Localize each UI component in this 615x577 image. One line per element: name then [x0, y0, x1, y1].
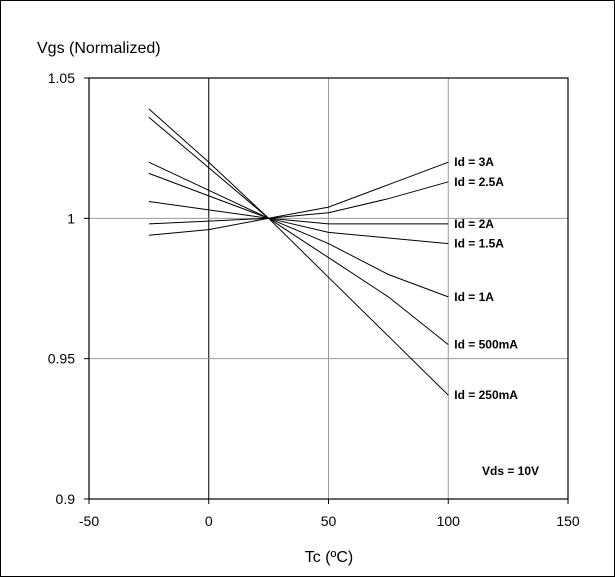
- y-tick-label: 1: [67, 210, 75, 226]
- series-label: Id = 500mA: [454, 338, 518, 352]
- series-label: Id = 1A: [454, 290, 494, 304]
- series-label: Id = 1.5A: [454, 237, 504, 251]
- series-line: [148, 201, 449, 225]
- series-label: Id = 2A: [454, 217, 494, 231]
- x-tick-label: 50: [321, 513, 337, 529]
- x-tick-label: -50: [79, 513, 99, 529]
- y-tick-label: 0.9: [56, 491, 76, 507]
- axes: -50 0 50 100 150 0.9 0.95 1 1.05: [48, 70, 580, 529]
- x-axis-label: Tc (ºC): [305, 549, 354, 566]
- series-group: Id = 3A Id = 2.5A Id = 2A Id = 1.5A Id = 1A I…: [148, 108, 518, 402]
- series-line: [148, 181, 449, 225]
- x-tick-label: 100: [437, 513, 461, 529]
- series-label: Id = 3A: [454, 155, 494, 169]
- series-line: [148, 116, 449, 345]
- x-tick-label: 150: [556, 513, 580, 529]
- series-label: Id = 2.5A: [454, 175, 504, 189]
- y-axis-label: Vgs (Normalized): [37, 40, 161, 57]
- series-label: Id = 250mA: [454, 388, 518, 402]
- labels: Vgs (Normalized) Tc (ºC) Vds = 10V: [37, 40, 539, 566]
- y-tick-label: 0.95: [48, 351, 75, 367]
- condition-annotation: Vds = 10V: [482, 464, 539, 478]
- series-line: [148, 108, 449, 396]
- x-tick-label: 0: [205, 513, 213, 529]
- series-line: [148, 172, 449, 245]
- y-tick-label: 1.05: [48, 70, 75, 86]
- series-line: [148, 161, 449, 236]
- grid: [89, 78, 568, 499]
- series-line: [148, 161, 449, 298]
